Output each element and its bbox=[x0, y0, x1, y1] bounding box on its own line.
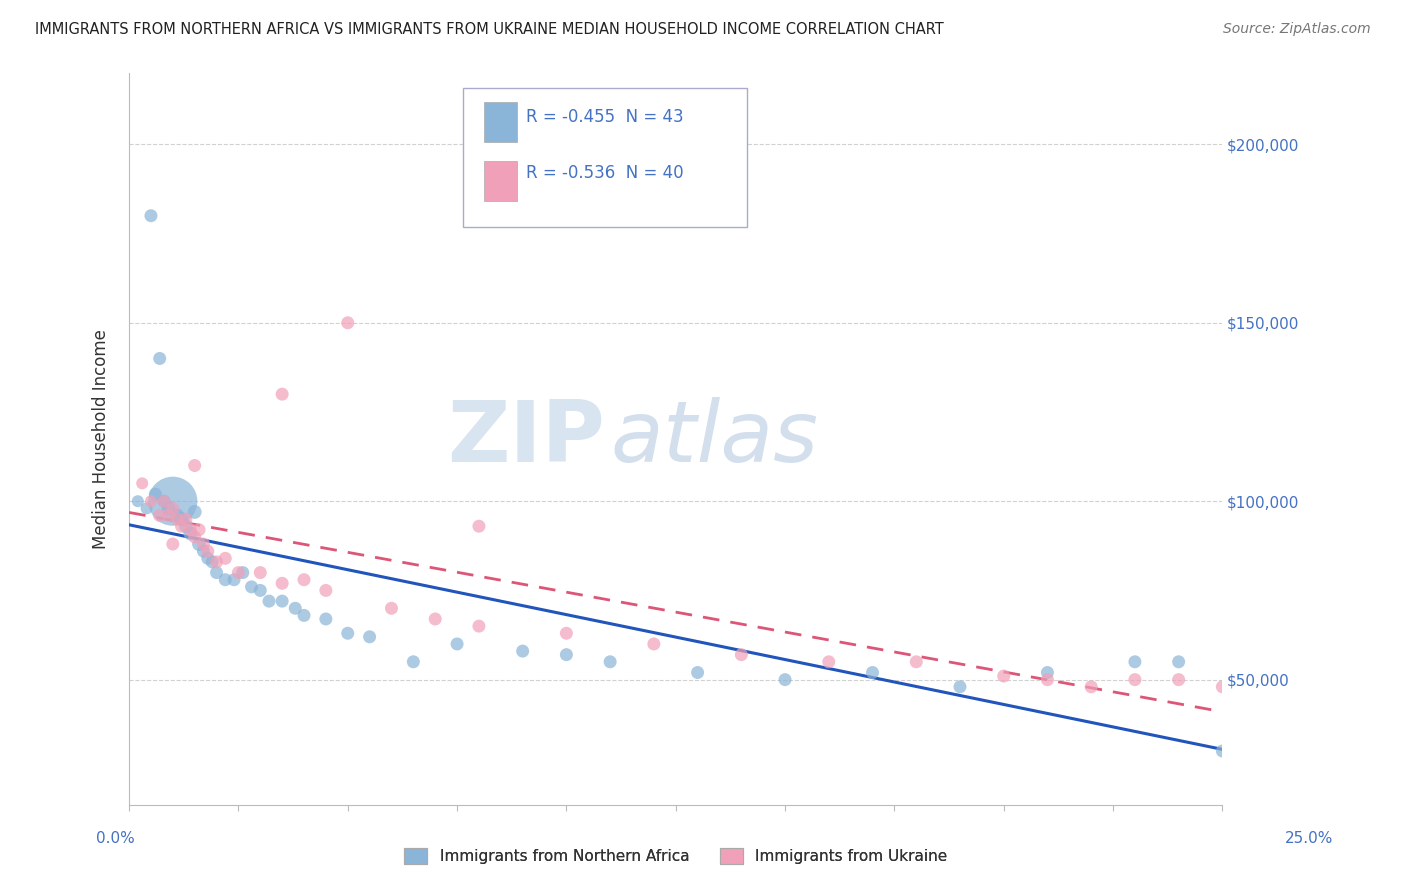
Point bbox=[1036, 673, 1059, 687]
Point bbox=[240, 580, 263, 594]
Point bbox=[193, 544, 215, 558]
Point bbox=[993, 669, 1015, 683]
Point bbox=[773, 673, 796, 687]
Point bbox=[599, 655, 621, 669]
Point bbox=[197, 544, 219, 558]
Y-axis label: Median Household Income: Median Household Income bbox=[93, 329, 110, 549]
Point bbox=[166, 512, 188, 526]
Point bbox=[284, 601, 307, 615]
Point bbox=[162, 537, 184, 551]
Point bbox=[257, 594, 280, 608]
Point bbox=[1080, 680, 1102, 694]
Text: R = -0.536  N = 40: R = -0.536 N = 40 bbox=[526, 164, 683, 183]
Point bbox=[188, 523, 211, 537]
FancyBboxPatch shape bbox=[463, 87, 747, 227]
Point bbox=[1036, 665, 1059, 680]
Point bbox=[188, 537, 211, 551]
Point bbox=[292, 573, 315, 587]
Point bbox=[162, 494, 184, 508]
Point bbox=[166, 508, 188, 523]
Point bbox=[153, 494, 176, 508]
Point bbox=[249, 583, 271, 598]
Point bbox=[183, 505, 205, 519]
Point bbox=[468, 619, 491, 633]
Point bbox=[315, 612, 337, 626]
Point bbox=[1167, 673, 1189, 687]
Point bbox=[359, 630, 381, 644]
Point bbox=[817, 655, 839, 669]
Point bbox=[201, 555, 224, 569]
Point bbox=[446, 637, 468, 651]
Point bbox=[149, 351, 172, 366]
Point bbox=[174, 512, 197, 526]
Point bbox=[214, 551, 236, 566]
Point bbox=[183, 458, 205, 473]
FancyBboxPatch shape bbox=[485, 103, 517, 143]
Text: 0.0%: 0.0% bbox=[96, 831, 135, 846]
Point bbox=[249, 566, 271, 580]
Point bbox=[193, 537, 215, 551]
Point bbox=[380, 601, 402, 615]
Point bbox=[1167, 655, 1189, 669]
Point bbox=[271, 387, 294, 401]
Point bbox=[292, 608, 315, 623]
Point bbox=[135, 501, 157, 516]
Point bbox=[1123, 655, 1146, 669]
Point bbox=[197, 551, 219, 566]
Point bbox=[643, 637, 665, 651]
Point bbox=[149, 508, 172, 523]
Text: atlas: atlas bbox=[610, 397, 818, 480]
Point bbox=[143, 487, 166, 501]
Point bbox=[336, 626, 359, 640]
Point bbox=[205, 566, 228, 580]
Point bbox=[179, 523, 201, 537]
Point bbox=[183, 530, 205, 544]
Legend: Immigrants from Northern Africa, Immigrants from Ukraine: Immigrants from Northern Africa, Immigra… bbox=[398, 842, 953, 870]
Point bbox=[170, 519, 193, 533]
Point bbox=[214, 573, 236, 587]
Point bbox=[468, 519, 491, 533]
Point bbox=[131, 476, 153, 491]
Point bbox=[402, 655, 425, 669]
Point bbox=[686, 665, 709, 680]
Point bbox=[157, 501, 180, 516]
Point bbox=[512, 644, 534, 658]
Point bbox=[1123, 673, 1146, 687]
Point bbox=[949, 680, 972, 694]
Point bbox=[905, 655, 928, 669]
Point bbox=[153, 494, 176, 508]
Point bbox=[1211, 680, 1233, 694]
Point bbox=[271, 594, 294, 608]
Point bbox=[336, 316, 359, 330]
Point bbox=[162, 501, 184, 516]
Text: IMMIGRANTS FROM NORTHERN AFRICA VS IMMIGRANTS FROM UKRAINE MEDIAN HOUSEHOLD INCO: IMMIGRANTS FROM NORTHERN AFRICA VS IMMIG… bbox=[35, 22, 943, 37]
Text: Source: ZipAtlas.com: Source: ZipAtlas.com bbox=[1223, 22, 1371, 37]
Point bbox=[555, 626, 578, 640]
Text: ZIP: ZIP bbox=[447, 397, 605, 480]
Text: 25.0%: 25.0% bbox=[1285, 831, 1333, 846]
Point bbox=[157, 508, 180, 523]
Point bbox=[139, 494, 162, 508]
Point bbox=[127, 494, 149, 508]
Point bbox=[862, 665, 884, 680]
Point bbox=[222, 573, 245, 587]
Point bbox=[228, 566, 250, 580]
Point bbox=[730, 648, 752, 662]
Point bbox=[315, 583, 337, 598]
Point bbox=[1211, 744, 1233, 758]
Point bbox=[139, 209, 162, 223]
Text: R = -0.455  N = 43: R = -0.455 N = 43 bbox=[526, 108, 683, 126]
Point bbox=[174, 519, 197, 533]
FancyBboxPatch shape bbox=[485, 161, 517, 201]
Point bbox=[179, 526, 201, 541]
Point bbox=[170, 512, 193, 526]
Point bbox=[555, 648, 578, 662]
Point bbox=[425, 612, 447, 626]
Point bbox=[271, 576, 294, 591]
Point bbox=[205, 555, 228, 569]
Point bbox=[232, 566, 254, 580]
